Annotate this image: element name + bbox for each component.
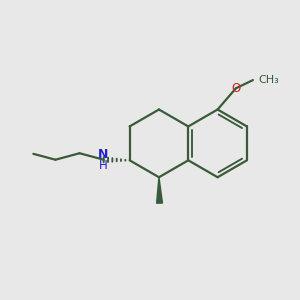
Text: H: H xyxy=(98,159,107,172)
Text: O: O xyxy=(231,82,241,95)
Text: N: N xyxy=(98,148,108,161)
Text: CH₃: CH₃ xyxy=(258,75,279,85)
Polygon shape xyxy=(157,177,163,203)
